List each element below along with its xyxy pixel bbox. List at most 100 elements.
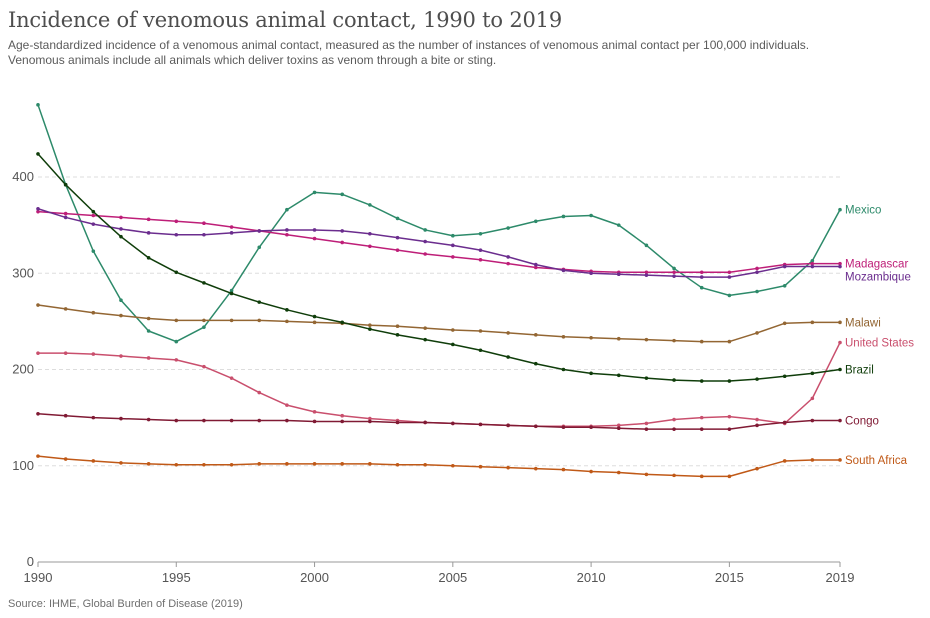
data-point <box>644 270 649 275</box>
data-point <box>478 348 483 353</box>
data-point <box>533 361 538 366</box>
series-label-brazil: Brazil <box>845 365 874 377</box>
data-point <box>727 293 732 298</box>
data-point <box>838 207 842 212</box>
data-point <box>257 462 262 466</box>
data-point <box>368 244 372 249</box>
data-point <box>63 351 68 355</box>
data-point <box>229 231 234 235</box>
series-brazil <box>36 152 842 383</box>
data-point <box>755 466 759 471</box>
data-point <box>119 461 123 465</box>
data-point <box>36 411 40 416</box>
data-point <box>285 228 289 232</box>
data-point <box>146 356 151 360</box>
data-point <box>727 474 732 479</box>
data-point <box>91 213 96 218</box>
data-point <box>616 426 621 431</box>
data-point <box>340 229 345 233</box>
data-point <box>395 420 400 425</box>
data-point <box>174 318 179 323</box>
data-point <box>755 417 759 422</box>
data-point <box>229 462 234 467</box>
data-point <box>91 249 96 253</box>
data-point <box>257 390 262 395</box>
data-point <box>838 261 842 266</box>
data-point <box>672 338 676 343</box>
data-point <box>506 255 510 259</box>
data-point <box>561 467 566 472</box>
data-point <box>119 313 123 318</box>
data-point <box>838 340 842 345</box>
subtitle-line-1: Age-standardized incidence of a venomous… <box>8 38 810 52</box>
series-line <box>38 342 841 428</box>
data-point <box>63 413 68 418</box>
data-point <box>229 376 234 380</box>
series-label-congo: Congo <box>845 416 879 428</box>
data-point <box>699 270 704 275</box>
data-point <box>312 410 317 414</box>
data-point <box>589 371 593 376</box>
series-label-united-states: United States <box>845 338 914 350</box>
data-point <box>229 288 234 293</box>
data-point <box>644 376 649 380</box>
data-point <box>312 236 317 241</box>
data-point <box>91 415 96 420</box>
data-point <box>506 355 510 359</box>
series-layer <box>36 103 842 479</box>
data-point <box>174 358 179 362</box>
data-point <box>257 418 262 423</box>
data-point <box>506 465 510 470</box>
data-point <box>146 462 151 466</box>
data-point <box>727 275 732 279</box>
data-point <box>451 233 455 238</box>
data-point <box>423 326 427 330</box>
data-point <box>285 308 289 312</box>
series-congo <box>36 411 842 431</box>
data-point <box>146 256 151 260</box>
series-mexico <box>36 103 842 344</box>
data-point <box>478 464 483 469</box>
data-point <box>229 418 234 423</box>
data-point <box>616 373 621 378</box>
data-point <box>506 261 510 266</box>
series-united-states <box>36 340 842 429</box>
data-point <box>202 325 206 329</box>
data-point <box>838 458 842 462</box>
data-point <box>395 462 400 467</box>
data-point <box>699 474 704 479</box>
data-point <box>672 270 676 275</box>
data-point <box>174 232 179 237</box>
data-point <box>810 264 815 269</box>
data-point <box>340 240 345 245</box>
data-point <box>423 420 427 425</box>
data-point <box>672 378 676 382</box>
data-point <box>699 275 704 279</box>
data-point <box>533 219 538 224</box>
data-point <box>755 270 759 275</box>
data-point <box>91 209 96 214</box>
data-point <box>146 217 151 222</box>
data-point <box>119 354 123 358</box>
axis-layer: 0 100 200 300 400 1990 1995 2000 2005 2010 2015 201… <box>12 169 854 585</box>
data-point <box>838 264 842 269</box>
data-point <box>727 270 732 275</box>
data-point <box>451 421 455 426</box>
data-point <box>202 364 206 369</box>
data-point <box>561 214 566 219</box>
data-point <box>672 266 676 271</box>
data-point <box>755 423 759 428</box>
x-tick-label: 1995 <box>162 570 191 585</box>
data-point <box>202 221 206 225</box>
data-point <box>644 427 649 431</box>
data-point <box>312 190 317 195</box>
series-line <box>37 413 840 430</box>
data-point <box>285 462 289 466</box>
data-point <box>312 228 317 232</box>
data-point <box>478 257 483 262</box>
x-tick-label: 2015 <box>715 570 744 585</box>
data-point <box>644 472 649 477</box>
subtitle-line-2: Venomous animals include all animals whi… <box>8 53 497 67</box>
data-point <box>229 318 234 323</box>
data-point <box>451 328 455 332</box>
